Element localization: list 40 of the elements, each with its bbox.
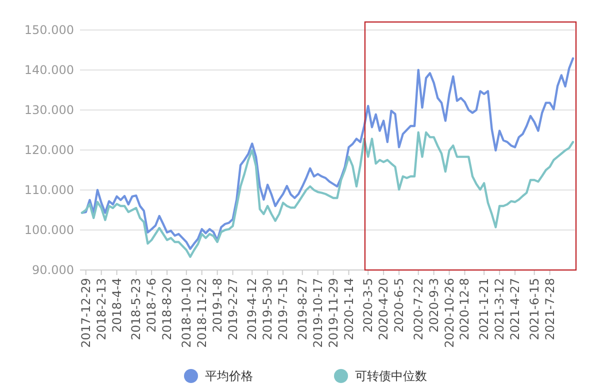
line-series bbox=[80, 131, 574, 258]
x-tick-label: 2020-4-20 bbox=[376, 278, 391, 340]
x-tick-label: 2021-3-12 bbox=[492, 278, 507, 340]
x-tick-label: 2020-7-22 bbox=[411, 278, 426, 340]
x-tick-label: 2019-1-8 bbox=[210, 278, 224, 332]
y-tick-label: 130.000 bbox=[24, 103, 74, 118]
x-tick-label: 2020-1-14 bbox=[342, 278, 356, 340]
x-tick-label: 2021-6-15 bbox=[527, 278, 542, 340]
x-tick-label: 2018-4-4 bbox=[110, 278, 124, 332]
x-tick-label: 2020-6-5 bbox=[392, 278, 406, 332]
line-series bbox=[80, 57, 574, 250]
x-tick-label: 2019-11-29 bbox=[326, 278, 340, 348]
y-tick-label: 120.000 bbox=[24, 143, 74, 158]
x-tick-label: 2017-12-29 bbox=[78, 278, 93, 348]
x-tick-label: 2018-10-10 bbox=[179, 278, 194, 348]
x-tick-label: 2021-1-21 bbox=[477, 278, 492, 340]
x-tick-label: 2019-8-27 bbox=[295, 278, 310, 340]
y-tick-label: 140.000 bbox=[24, 63, 74, 78]
x-tick-label: 2019-5-30 bbox=[260, 278, 275, 340]
y-tick-label: 110.000 bbox=[24, 183, 74, 198]
legend-label: 平均价格 bbox=[205, 369, 253, 384]
x-tick-label: 2018-5-23 bbox=[129, 278, 144, 340]
x-tick-label: 2018-7-6 bbox=[144, 278, 159, 332]
legend-label: 可转债中位数 bbox=[355, 369, 427, 384]
x-tick-label: 2018-8-20 bbox=[160, 278, 174, 340]
y-tick-label: 150.000 bbox=[24, 23, 74, 38]
x-tick-label: 2020-9-3 bbox=[426, 278, 441, 332]
x-tick-label: 2021-7-28 bbox=[542, 278, 557, 340]
y-tick-label: 90.000 bbox=[32, 263, 74, 278]
x-tick-label: 2019-2-27 bbox=[226, 278, 240, 340]
x-tick-label: 2020-3-5 bbox=[361, 278, 376, 332]
y-tick-label: 100.000 bbox=[24, 223, 74, 238]
x-tick-label: 2019-7-15 bbox=[276, 278, 290, 340]
x-tick-label: 2021-4-27 bbox=[508, 278, 522, 340]
x-tick-label: 2020-12-8 bbox=[458, 278, 472, 340]
x-tick-label: 2020-10-26 bbox=[442, 278, 456, 348]
x-tick-label: 2019-10-17 bbox=[310, 278, 325, 348]
x-tick-label: 2019-4-12 bbox=[245, 278, 260, 340]
x-tick-label: 2018-2-13 bbox=[94, 278, 108, 340]
x-tick-label: 2018-11-22 bbox=[194, 278, 209, 348]
